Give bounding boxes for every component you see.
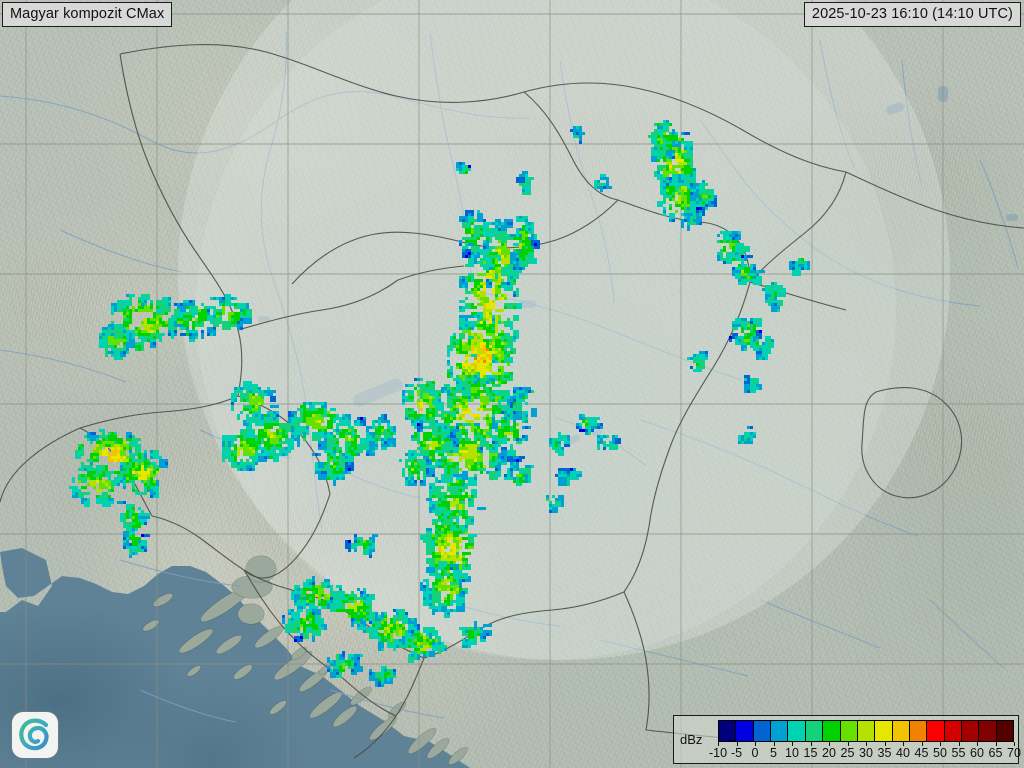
legend-tick-value: 15 <box>803 746 818 760</box>
legend-bin-0 <box>719 721 737 741</box>
legend-tick-labels: -10 -5 0 5 10 15 20 25 30 35 40 45 50 55 60 65 70 <box>709 742 1021 762</box>
legend-tick-mark <box>847 742 849 746</box>
legend-tick-value: 40 <box>896 746 910 760</box>
legend-bin-3 <box>771 721 789 741</box>
legend-bin-10 <box>892 721 910 741</box>
legend-bin-13 <box>944 721 963 741</box>
legend-tick-mark <box>1014 742 1015 746</box>
legend-bin-9 <box>875 721 893 741</box>
legend-tick-mark <box>903 742 904 746</box>
legend-bin-5 <box>805 721 824 741</box>
legend-tick-value: 55 <box>951 746 966 760</box>
legend-tick-value: 10 <box>785 746 799 760</box>
legend-tick-value: 25 <box>840 746 855 760</box>
legend-tick-value: 5 <box>770 746 777 760</box>
legend-tick-mark <box>773 742 775 746</box>
legend-tick-mark <box>792 742 793 746</box>
legend-tick-value: -5 <box>730 746 743 760</box>
legend-bin-2 <box>753 721 772 741</box>
legend-bin-16 <box>996 721 1014 741</box>
product-title-box: Magyar kompozit CMax <box>2 2 173 27</box>
legend-tick-value: 70 <box>1007 746 1021 760</box>
legend-tick-mark <box>884 742 886 746</box>
legend-tick-value: 65 <box>988 746 1003 760</box>
meteorology-spiral-logo[interactable] <box>12 712 58 758</box>
timestamp-box: 2025-10-23 16:10 (14:10 UTC) <box>803 2 1021 27</box>
legend-unit-label: dBz <box>680 732 703 747</box>
timestamp: 2025-10-23 16:10 (14:10 UTC) <box>811 6 1013 22</box>
legend-tick-mark <box>736 742 738 746</box>
legend-tick-value: 35 <box>877 746 892 760</box>
legend-bin-12 <box>927 721 945 741</box>
product-title: Magyar kompozit CMax <box>10 6 165 22</box>
legend-tick-mark <box>866 742 867 746</box>
legend-tick-value: 45 <box>914 746 929 760</box>
legend-tick-mark <box>921 742 923 746</box>
legend-tick-mark <box>995 742 997 746</box>
legend-bin-7 <box>840 721 858 741</box>
legend-tick-mark <box>958 742 960 746</box>
legend-tick-mark <box>977 742 978 746</box>
legend-bin-8 <box>857 721 876 741</box>
legend-color-bar <box>718 720 1014 742</box>
legend-bin-14 <box>962 721 980 741</box>
legend-tick-mark <box>940 742 941 746</box>
legend-tick-mark <box>810 742 812 746</box>
legend-tick-value: -10 <box>708 746 728 760</box>
legend-bin-15 <box>979 721 997 741</box>
legend-tick-value: 20 <box>822 746 836 760</box>
legend-tick-value: 50 <box>933 746 947 760</box>
legend-tick-value: 30 <box>859 746 873 760</box>
legend-tick-mark <box>755 742 756 746</box>
legend-bin-4 <box>788 721 806 741</box>
legend-bin-1 <box>736 721 754 741</box>
dbz-legend: dBz -10 -5 0 5 10 15 20 25 30 35 40 45 50 55 60 65 70 <box>673 715 1021 764</box>
legend-bin-11 <box>909 721 928 741</box>
spiral-icon <box>19 718 49 751</box>
legend-tick-value: 0 <box>751 746 759 760</box>
legend-bin-6 <box>823 721 841 741</box>
legend-tick-mark <box>718 742 719 746</box>
legend-tick-value: 60 <box>970 746 984 760</box>
legend-tick-mark <box>829 742 830 746</box>
